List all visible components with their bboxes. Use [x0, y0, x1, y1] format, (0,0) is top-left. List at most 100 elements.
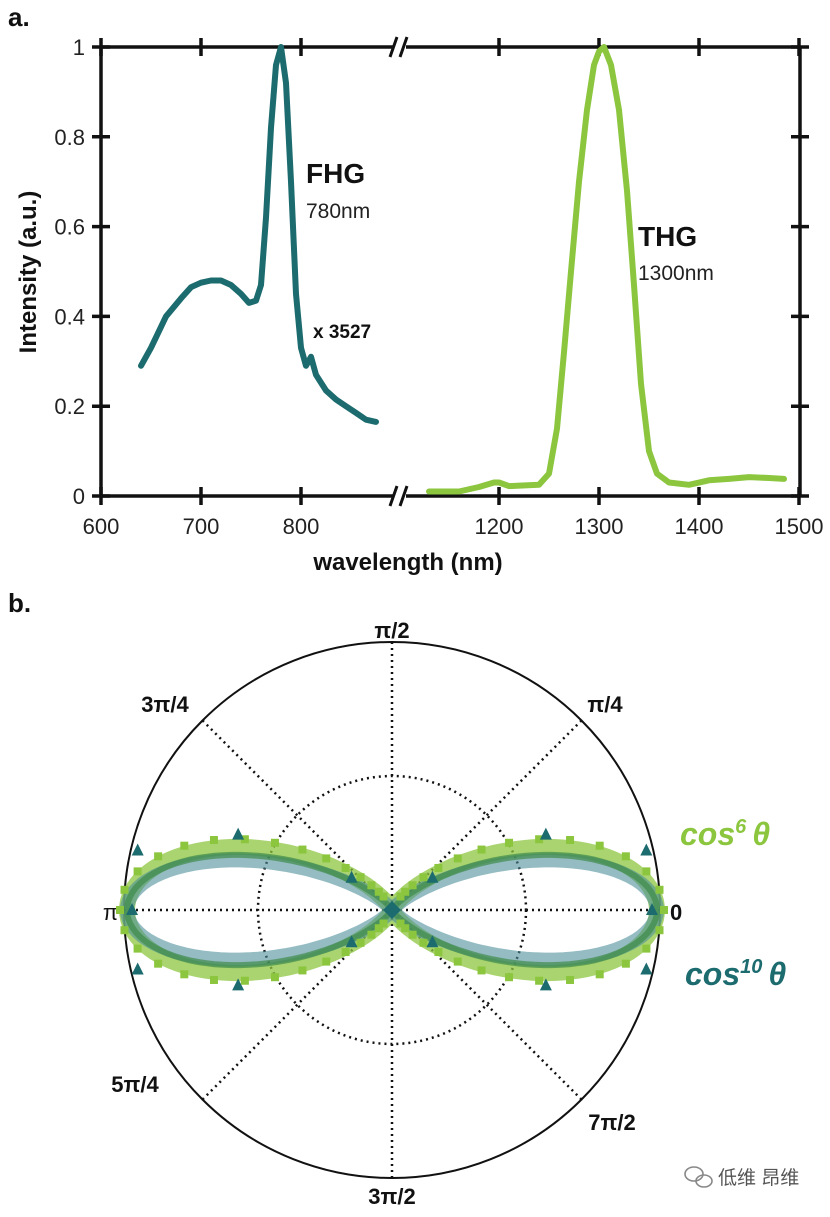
cos6-data-point — [209, 975, 218, 984]
cos6-data-point — [408, 881, 417, 890]
cos10-data-point — [426, 870, 439, 883]
cos6-data-point — [535, 835, 544, 844]
panel-a-label: a. — [8, 2, 30, 32]
cos6-data-point — [401, 924, 410, 933]
y-tick-label: 0.6 — [54, 215, 85, 240]
cos6-data-point — [120, 885, 129, 894]
cos6-data-point — [535, 976, 544, 985]
x-tick-label: 800 — [283, 514, 320, 539]
y-tick-label: 0.2 — [54, 394, 85, 419]
cos10-data-point — [131, 962, 144, 975]
cos10-data-point — [345, 935, 358, 948]
cos6-data-point — [621, 852, 630, 861]
cos10-data-point — [126, 903, 138, 915]
thg-wavelength: 1300nm — [638, 262, 714, 285]
series-line-thg — [426, 44, 787, 495]
cos6-data-point — [356, 938, 365, 947]
cos6-data-point — [505, 838, 514, 847]
cos6-data-point — [379, 919, 388, 928]
y-tick-label: 0.8 — [54, 125, 85, 150]
spectrum-chart: 600 700 800 1200 1300 1400 1500 0 0.2 0.4 0.6 0.8 1 — [54, 35, 823, 539]
cos6-data-point — [505, 973, 514, 982]
cos10-data-point — [646, 903, 658, 915]
cos6-data-point — [396, 919, 405, 928]
cos10-data-point — [131, 843, 144, 856]
cos6-data-point — [322, 957, 331, 966]
cos6-data-point — [396, 892, 405, 901]
cos10-data-point — [539, 978, 552, 991]
cos6-data-point — [154, 852, 163, 861]
cos6-data-point — [434, 948, 443, 957]
wechat-icon — [684, 1166, 713, 1188]
cos6-data-point — [356, 873, 365, 882]
cos10-data-point — [640, 962, 653, 975]
cos6-data-point — [270, 973, 279, 982]
cos10-data-point — [539, 827, 552, 840]
cos6-data-point — [453, 854, 462, 863]
cos6-data-point — [374, 924, 383, 933]
x-tick-label: 1400 — [675, 514, 724, 539]
x-tick-label: 600 — [83, 514, 120, 539]
panel-b-label: b. — [8, 588, 31, 618]
x-tick-label: 1500 — [775, 514, 824, 539]
angle-label: 5π/4 — [111, 1072, 159, 1097]
cos10-data-point — [345, 870, 358, 883]
cos6-data-point — [209, 836, 218, 845]
cos6-data-point — [120, 926, 129, 935]
angle-label: π/4 — [587, 692, 623, 717]
angle-label: 3π/4 — [141, 692, 189, 717]
cos6-data-point — [270, 838, 279, 847]
angle-label: π/2 — [374, 618, 409, 643]
watermark: 低维 昂维 — [684, 1166, 799, 1189]
cos6-data-point — [655, 885, 664, 894]
cos6-data-point — [367, 881, 376, 890]
legend-cos10: cos10 θ — [685, 956, 786, 992]
cos6-data-point — [133, 944, 142, 953]
cos6-data-point — [566, 836, 575, 845]
cos6-data-point — [240, 976, 249, 985]
cos6-data-point — [453, 957, 462, 966]
fhg-wavelength: 780nm — [306, 200, 370, 223]
cos6-data-point — [621, 959, 630, 968]
cos6-data-point — [298, 966, 307, 975]
cos10-data-point — [232, 978, 245, 991]
center-data-point — [383, 901, 401, 919]
x-tick-label: 1300 — [575, 514, 624, 539]
thg-label: THG — [638, 221, 697, 252]
y-axis-label: Intensity (a.u.) — [15, 191, 42, 354]
axis-break-mark — [388, 36, 409, 58]
legend-cos6: cos6 θ — [680, 816, 770, 852]
cos6-data-point — [133, 867, 142, 876]
cos6-data-point — [298, 845, 307, 854]
cos6-data-point — [477, 845, 486, 854]
cos6-data-point — [367, 930, 376, 939]
y-tick-label: 0.4 — [54, 304, 85, 329]
cos6-data-point — [374, 887, 383, 896]
angle-label: π — [103, 900, 118, 925]
cos6-data-point — [642, 944, 651, 953]
cos6-data-point — [595, 970, 604, 979]
fhg-label: FHG — [306, 158, 365, 189]
y-tick-label: 1 — [73, 35, 85, 60]
cos6-data-point — [655, 926, 664, 935]
cos6-data-point — [642, 867, 651, 876]
x-tick-label: 1200 — [475, 514, 524, 539]
cos6-data-point — [322, 854, 331, 863]
cos6-data-point — [240, 835, 249, 844]
x-tick-label: 700 — [183, 514, 220, 539]
cos6-data-point — [341, 863, 350, 872]
cos6-data-point — [341, 948, 350, 957]
cos6-data-point — [116, 906, 124, 914]
cos10-data-point — [640, 843, 653, 856]
cos6-data-point — [566, 975, 575, 984]
cos6-data-point — [434, 863, 443, 872]
series-line-fhg — [138, 44, 379, 425]
cos6-data-point — [419, 938, 428, 947]
axis-break-mark — [388, 485, 409, 507]
fhg-multiplier: x 3527 — [313, 322, 371, 343]
cos6-data-point — [180, 970, 189, 979]
cos6-data-point — [408, 930, 417, 939]
cos10-data-point — [232, 827, 245, 840]
cos10-data-point — [426, 935, 439, 948]
